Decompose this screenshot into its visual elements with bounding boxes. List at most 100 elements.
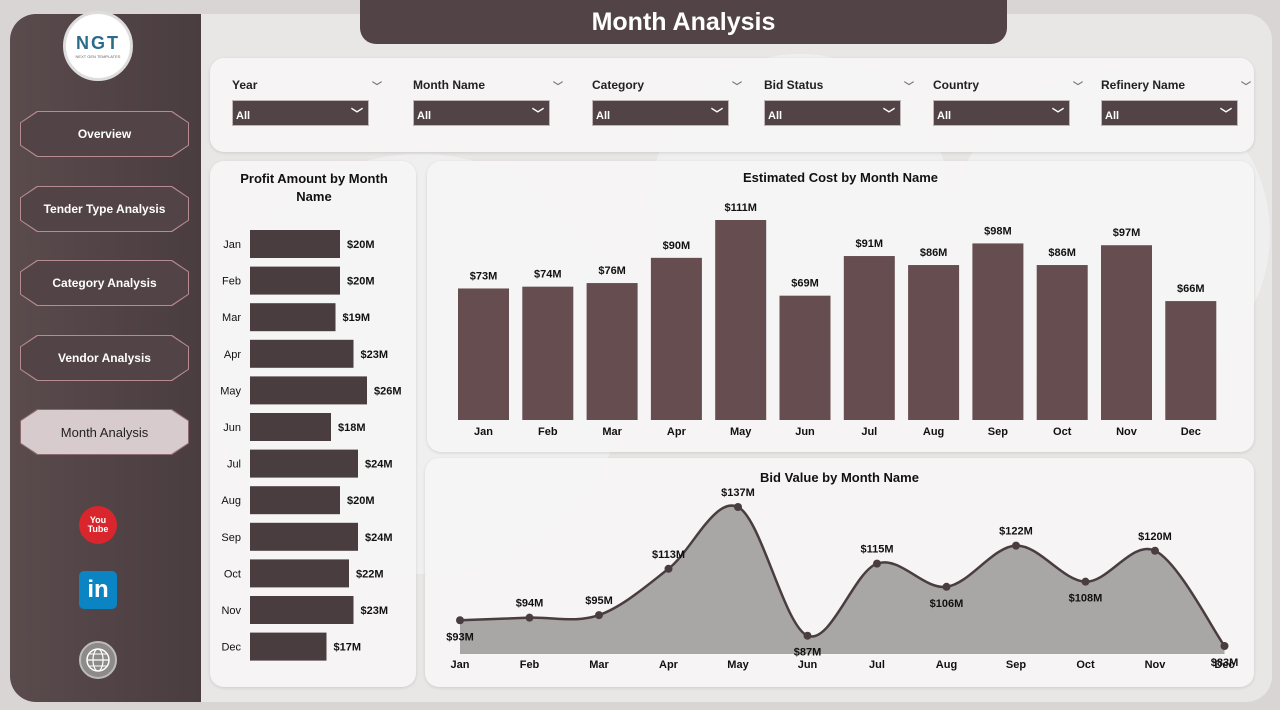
profit-data-label: $19M <box>343 312 371 324</box>
bid-value-data-label: $94M <box>516 598 544 610</box>
nav-label: Vendor Analysis <box>21 336 188 380</box>
estimated-cost-bar <box>843 256 895 420</box>
filter-label: Refinery Name <box>1101 78 1186 92</box>
dropdown-value: All <box>937 110 952 122</box>
month-tick-label: Oct <box>1076 659 1095 671</box>
estimated-cost-bar <box>1036 265 1088 420</box>
bid-value-point <box>664 564 673 573</box>
bid-status-dropdown[interactable]: All ﹀ <box>764 100 901 126</box>
month-tick-label: Oct <box>1053 426 1072 438</box>
profit-bar <box>250 303 336 332</box>
month-tick-label: Feb <box>520 659 540 671</box>
estimated-cost-bar <box>779 295 831 420</box>
bid-value-area-chart: $93M Jan $94M Feb $95M Mar $113M Apr $137M May $87… <box>446 487 1239 671</box>
profit-bar <box>250 376 367 405</box>
bid-value-point <box>803 631 812 640</box>
estimated-cost-data-label: $74M <box>534 269 562 281</box>
nav-vendor-button[interactable]: Vendor Analysis <box>20 335 189 381</box>
month-tick-label: Jun <box>223 422 241 434</box>
linkedin-icon[interactable]: in <box>79 571 117 609</box>
bid-value-point <box>734 503 742 511</box>
nav-overview-button[interactable]: Overview <box>20 111 189 157</box>
bid-value-point <box>1220 642 1229 650</box>
month-tick-label: Aug <box>936 659 957 671</box>
month-tick-label: Jan <box>474 426 493 438</box>
refinery-name-dropdown[interactable]: All ﹀ <box>1101 100 1238 126</box>
bid-value-data-label: $120M <box>1138 531 1172 543</box>
logo-text: NGT <box>76 33 120 53</box>
month-name-dropdown[interactable]: All ﹀ <box>413 100 550 126</box>
chevron-down-icon: ﹀ <box>1219 107 1232 121</box>
nav-label: Category Analysis <box>21 261 188 305</box>
profit-data-label: $20M <box>347 239 375 251</box>
month-tick-label: Apr <box>659 659 679 671</box>
bid-value-point <box>942 582 951 591</box>
nav-category-button[interactable]: Category Analysis <box>20 260 189 306</box>
bid-value-data-label: $113M <box>652 549 685 561</box>
bid-value-chart-title: Bid Value by Month Name <box>760 470 919 485</box>
filter-month-name: Month Name ﹀ All ﹀ <box>413 78 563 126</box>
estimated-cost-bar <box>715 220 767 420</box>
profit-data-label: $17M <box>334 642 362 654</box>
bid-value-data-label: $93M <box>446 631 474 643</box>
estimated-cost-bar <box>1101 245 1152 420</box>
estimated-cost-data-label: $73M <box>470 270 498 282</box>
nav-tender-type-button[interactable]: Tender Type Analysis <box>20 186 189 232</box>
year-dropdown[interactable]: All ﹀ <box>232 100 369 126</box>
chevron-down-icon: ﹀ <box>531 107 544 121</box>
bid-value-point <box>1012 541 1020 550</box>
profit-data-label: $23M <box>361 605 389 617</box>
chevron-down-icon[interactable]: ﹀ <box>553 82 563 93</box>
page-title: Month Analysis <box>360 0 1007 44</box>
month-tick-label: Nov <box>1145 659 1167 671</box>
bid-value-data-label: $115M <box>860 544 893 556</box>
month-tick-label: Mar <box>222 312 241 324</box>
category-dropdown[interactable]: All ﹀ <box>592 100 729 126</box>
month-tick-label: Dec <box>221 642 241 654</box>
globe-icon <box>86 648 110 672</box>
website-globe-icon[interactable] <box>79 641 117 679</box>
month-tick-label: Dec <box>1181 426 1201 438</box>
linkedin-label: in <box>87 576 109 603</box>
dropdown-value: All <box>1105 110 1120 122</box>
chevron-down-icon[interactable]: ﹀ <box>1241 82 1251 93</box>
estimated-cost-bar <box>972 243 1024 420</box>
estimated-cost-data-label: $90M <box>663 240 691 252</box>
chevron-down-icon: ﹀ <box>1051 107 1064 121</box>
chevron-down-icon[interactable]: ﹀ <box>1073 82 1083 93</box>
month-tick-label: Jan <box>451 659 470 671</box>
estimated-cost-data-label: $86M <box>1048 247 1076 259</box>
chevron-down-icon[interactable]: ﹀ <box>732 82 742 93</box>
month-tick-label: Aug <box>221 495 241 507</box>
month-tick-label: Sep <box>1006 659 1026 671</box>
filter-label: Country <box>933 78 979 92</box>
month-tick-label: Aug <box>923 426 944 438</box>
country-dropdown[interactable]: All ﹀ <box>933 100 1070 126</box>
chevron-down-icon: ﹀ <box>350 107 363 121</box>
filter-category: Category ﹀ All ﹀ <box>592 78 742 126</box>
estimated-cost-data-label: $76M <box>598 265 626 277</box>
filter-label: Bid Status <box>764 78 824 92</box>
youtube-icon[interactable]: You Tube <box>79 506 117 544</box>
dropdown-value: All <box>236 110 251 122</box>
profit-bar <box>250 230 340 258</box>
estimated-cost-data-label: $91M <box>856 238 884 250</box>
nav-month-button[interactable]: Month Analysis <box>20 409 189 455</box>
profit-data-label: $24M <box>365 532 393 544</box>
filter-country: Country ﹀ All ﹀ <box>933 78 1083 126</box>
month-tick-label: Apr <box>667 426 687 438</box>
dropdown-value: All <box>417 110 432 122</box>
estimated-cost-data-label: $97M <box>1113 227 1141 239</box>
estimated-cost-bar <box>522 286 574 420</box>
bid-value-data-label: $83M <box>1211 657 1239 669</box>
logo: NGT NEXT GEN TEMPLATES <box>63 11 133 81</box>
profit-data-label: $18M <box>338 422 366 434</box>
chevron-down-icon[interactable]: ﹀ <box>372 82 382 93</box>
dropdown-value: All <box>768 110 783 122</box>
month-tick-label: Apr <box>224 349 241 361</box>
chevron-down-icon[interactable]: ﹀ <box>904 82 914 93</box>
profit-bar <box>250 632 327 661</box>
month-tick-label: Jun <box>798 659 818 671</box>
estimated-cost-data-label: $86M <box>920 247 948 259</box>
estimated-cost-bar <box>1165 301 1217 420</box>
